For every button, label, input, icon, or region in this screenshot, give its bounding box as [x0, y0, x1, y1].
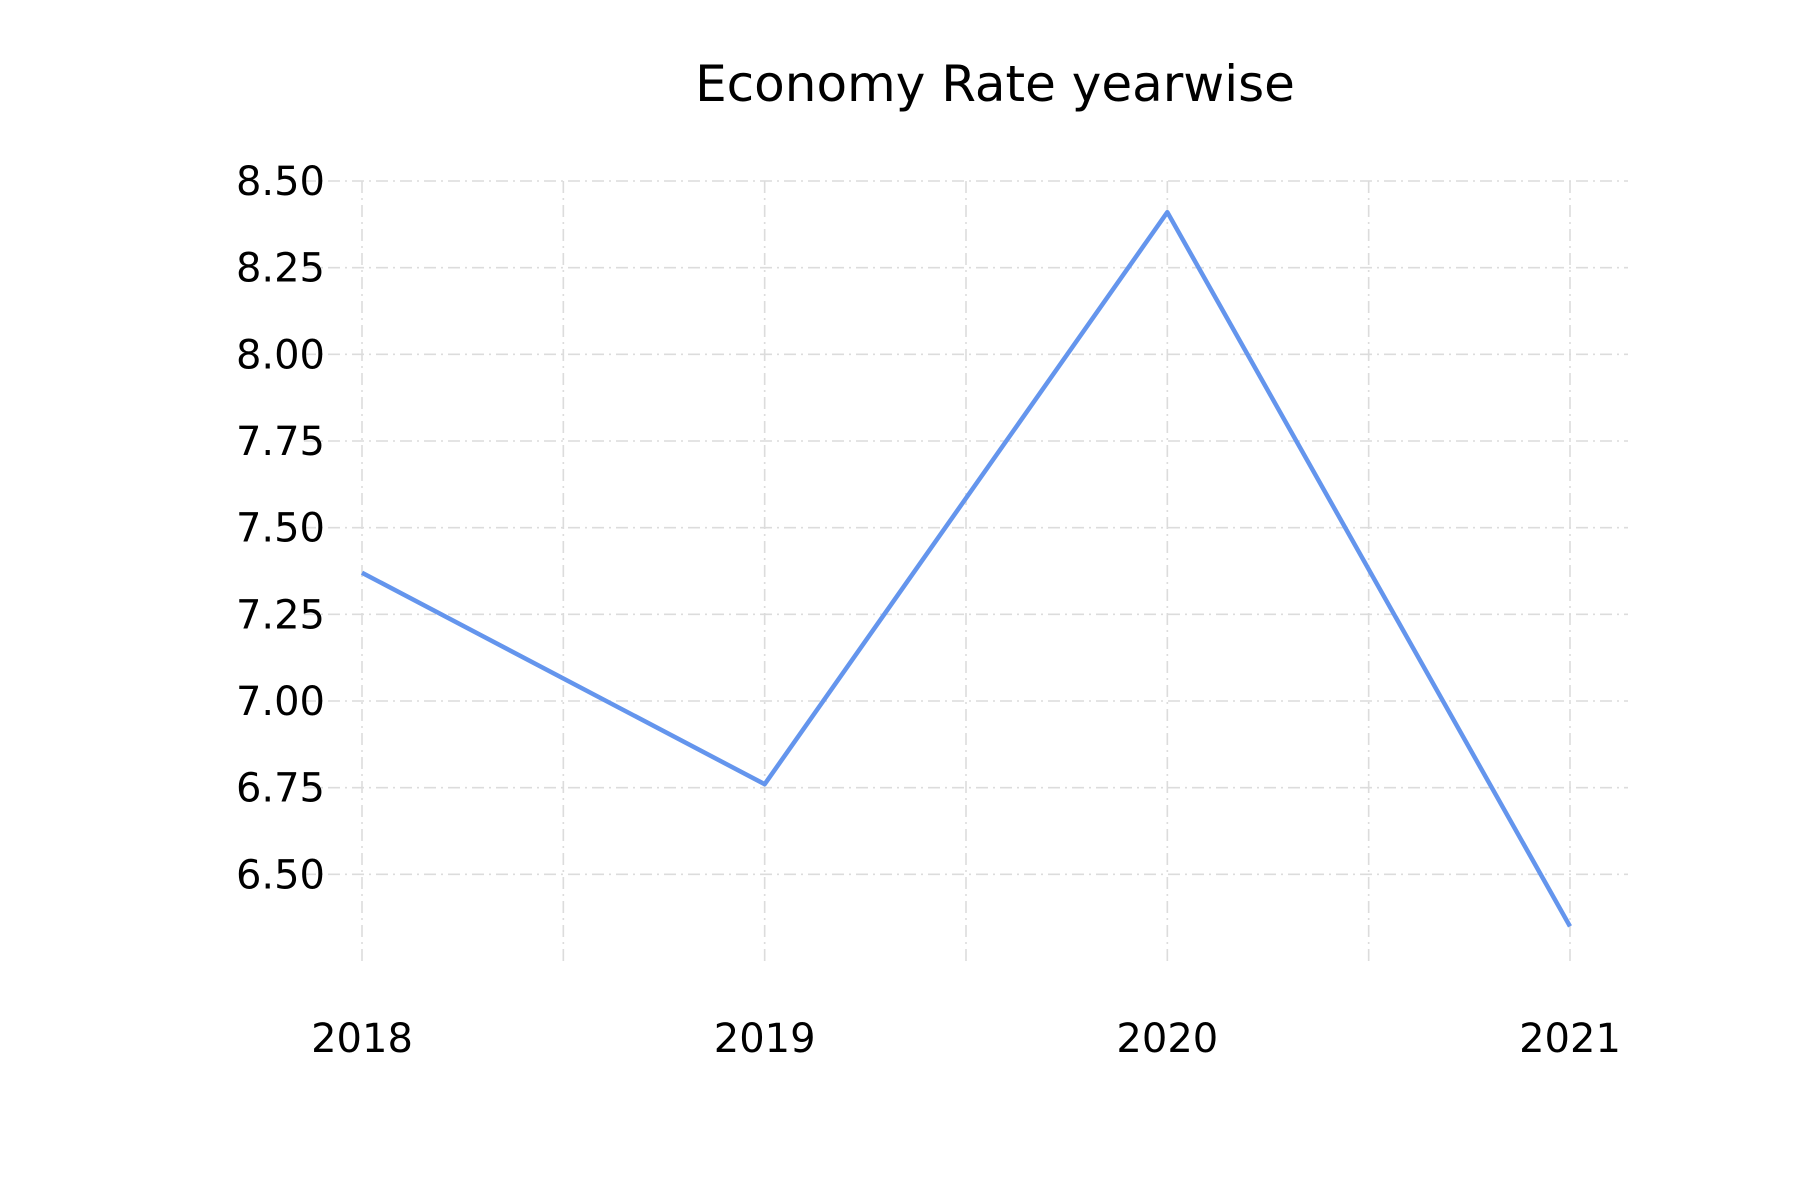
x-tick-label: 2018	[311, 1016, 413, 1062]
series-line	[360, 209, 1572, 928]
x-tick-label: 2020	[1116, 1016, 1218, 1062]
y-tick-label: 6.75	[236, 766, 325, 812]
y-tick-label: 8.00	[236, 332, 325, 378]
y-tick-label: 7.25	[236, 592, 325, 638]
x-axis-tick-labels: 2018 2019 2020 2021	[311, 1016, 1621, 1062]
x-tick-label: 2019	[714, 1016, 816, 1062]
y-tick-label: 6.50	[236, 852, 325, 898]
y-tick-label: 8.25	[236, 246, 325, 292]
series-layer	[360, 209, 1572, 928]
y-axis-tick-labels: 6.50 6.75 7.00 7.25 7.50 7.75 8.00 8.25 8.50	[236, 159, 325, 898]
y-tick-label: 8.50	[236, 159, 325, 205]
grid-lines	[304, 180, 1628, 965]
y-tick-label: 7.00	[236, 679, 325, 725]
chart-title: Economy Rate yearwise	[695, 55, 1295, 113]
y-tick-label: 7.75	[236, 419, 325, 465]
x-tick-label: 2021	[1519, 1016, 1621, 1062]
y-tick-label: 7.50	[236, 506, 325, 552]
